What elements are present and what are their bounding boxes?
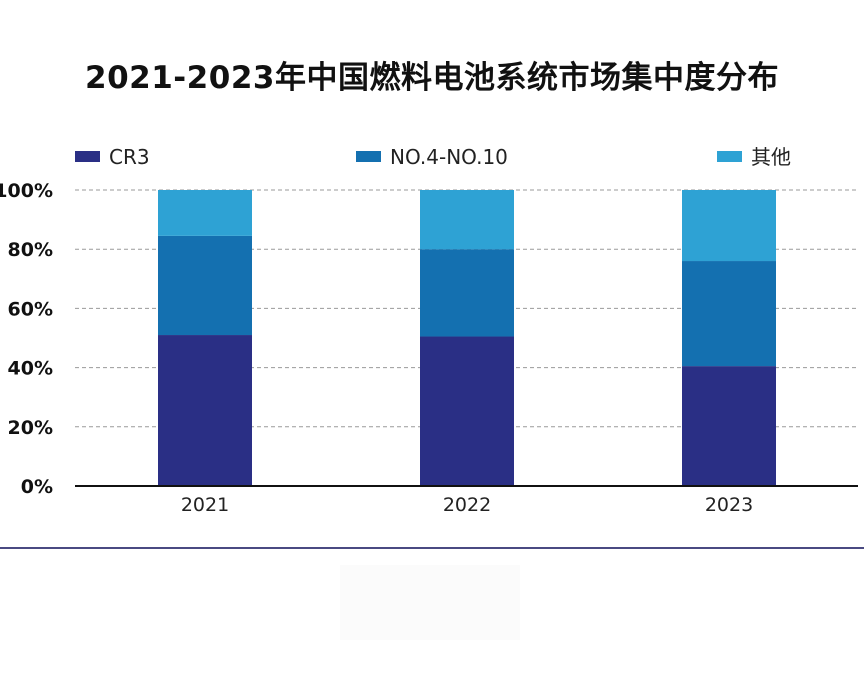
- legend-label-1: NO.4-NO.10: [390, 145, 508, 169]
- bar-2021-series-0: [158, 335, 252, 486]
- legend-swatch-1: [356, 151, 381, 162]
- y-tick-label-4: 80%: [8, 239, 53, 261]
- footer-watermark: [340, 565, 520, 640]
- x-tick-label-1: 2022: [443, 494, 491, 516]
- bar-2022-series-0: [420, 336, 514, 486]
- y-tick-label-5: 100%: [0, 180, 53, 202]
- bar-2022-series-1: [420, 249, 514, 337]
- footer-divider: [0, 547, 864, 549]
- x-tick-label-0: 2021: [181, 494, 229, 516]
- bars: [158, 190, 776, 486]
- bar-2023-series-2: [682, 190, 776, 262]
- x-tick-label-2: 2023: [705, 494, 753, 516]
- chart-title: 2021-2023年中国燃料电池系统市场集中度分布: [85, 60, 779, 96]
- y-axis: 0% 20% 40% 60% 80% 100%: [0, 180, 53, 498]
- bar-2023-series-1: [682, 261, 776, 367]
- y-tick-label-2: 40%: [8, 358, 53, 380]
- legend-label-2: 其他: [751, 145, 791, 169]
- y-tick-label-1: 20%: [8, 417, 53, 439]
- bar-2021-series-2: [158, 190, 252, 236]
- y-tick-label-0: 0%: [21, 476, 53, 498]
- bar-2022-series-2: [420, 190, 514, 250]
- x-axis: 2021 2022 2023: [75, 485, 858, 516]
- legend-swatch-2: [717, 151, 742, 162]
- bar-2021-series-1: [158, 235, 252, 336]
- y-tick-label-3: 60%: [8, 298, 53, 320]
- bar-2023-series-0: [682, 366, 776, 486]
- legend: CR3 NO.4-NO.10 其他: [75, 145, 791, 169]
- legend-label-0: CR3: [109, 145, 150, 169]
- legend-swatch-0: [75, 151, 100, 162]
